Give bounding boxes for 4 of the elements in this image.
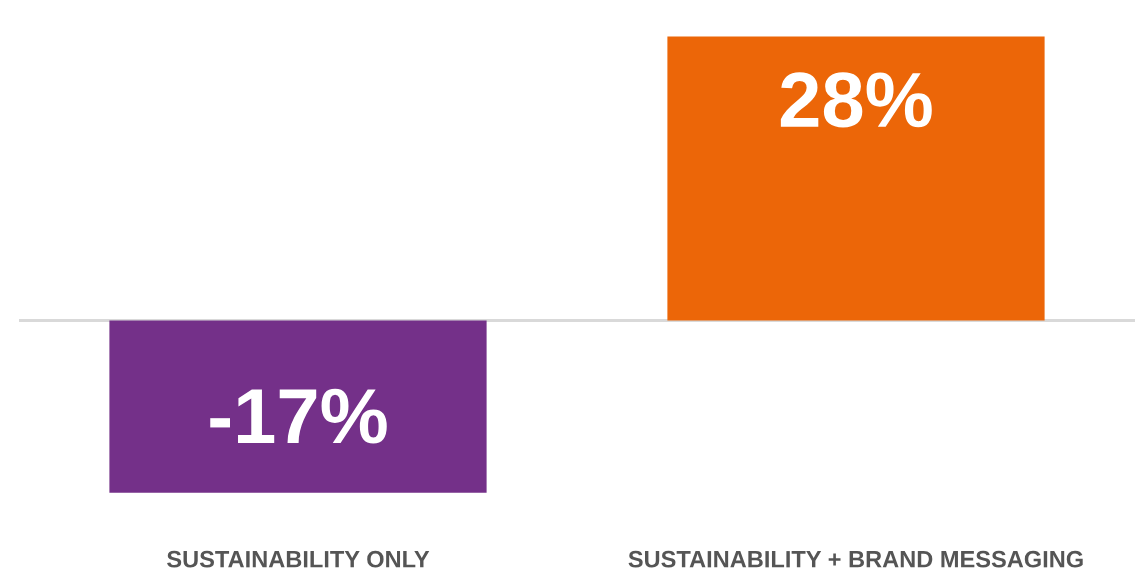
data-label: 28% <box>780 72 932 128</box>
data-label: -17% <box>210 388 387 444</box>
x-tick-label: SUSTAINABILITY + BRAND MESSAGING <box>628 550 1083 568</box>
x-tick-label: SUSTAINABILITY ONLY <box>167 550 430 568</box>
